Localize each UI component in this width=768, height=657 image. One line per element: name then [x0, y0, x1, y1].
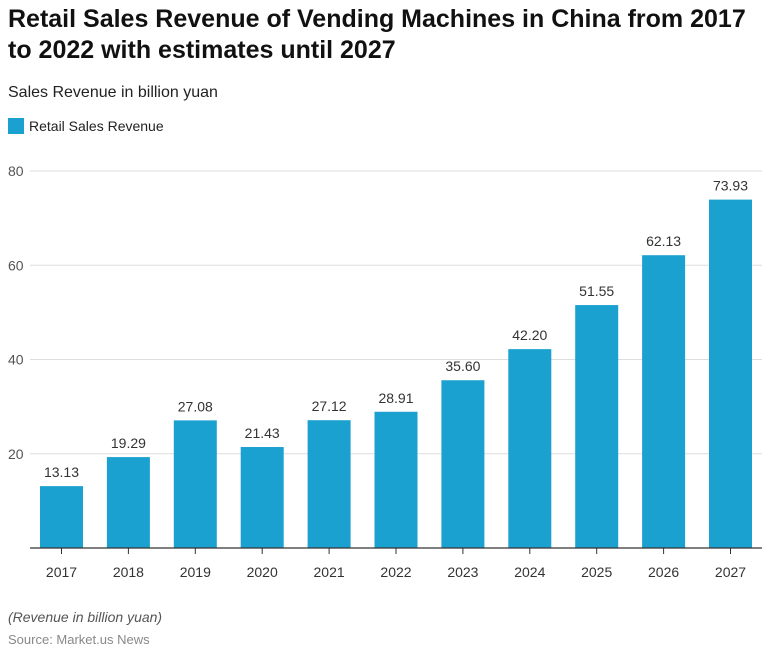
legend-label: Retail Sales Revenue — [29, 118, 164, 134]
bar — [240, 447, 284, 548]
y-tick-label: 20 — [8, 446, 24, 462]
chart-source: Source: Market.us News — [8, 632, 150, 647]
bar — [307, 420, 351, 548]
x-tick-label: 2017 — [46, 564, 77, 580]
data-label: 62.13 — [646, 233, 681, 249]
chart-title: Retail Sales Revenue of Vending Machines… — [8, 5, 746, 64]
x-tick-label: 2026 — [648, 564, 679, 580]
bar — [441, 380, 485, 548]
y-tick-label: 60 — [8, 257, 24, 273]
x-tick-label: 2025 — [581, 564, 612, 580]
data-label: 28.91 — [378, 390, 413, 406]
data-label: 19.29 — [111, 435, 146, 451]
chart-note: (Revenue in billion yuan) — [8, 609, 163, 625]
bar — [173, 420, 217, 548]
x-tick-label: 2024 — [514, 564, 545, 580]
bar — [642, 255, 686, 548]
bar — [508, 349, 552, 548]
y-tick-label: 40 — [8, 352, 24, 368]
bar — [575, 305, 619, 548]
data-label: 21.43 — [245, 425, 280, 441]
x-tick-label: 2023 — [447, 564, 478, 580]
y-tick-label: 80 — [8, 163, 24, 179]
x-tick-label: 2027 — [715, 564, 746, 580]
data-label: 42.20 — [512, 327, 547, 343]
data-label: 27.12 — [312, 398, 347, 414]
x-tick-label: 2021 — [314, 564, 345, 580]
data-label: 51.55 — [579, 283, 614, 299]
data-label: 27.08 — [178, 398, 213, 414]
data-label: 73.93 — [713, 178, 748, 194]
chart-subtitle: Sales Revenue in billion yuan — [8, 84, 218, 101]
x-tick-label: 2018 — [113, 564, 144, 580]
x-tick-label: 2020 — [247, 564, 278, 580]
bar — [106, 457, 150, 548]
legend: Retail Sales Revenue — [8, 118, 164, 134]
x-tick-label: 2022 — [380, 564, 411, 580]
bar-chart: 20 40 60 80 13.13 2017 19.29 2018 27.08 2019 21.43… — [8, 163, 762, 580]
bar — [374, 411, 418, 548]
bar — [40, 486, 83, 548]
x-tick-label: 2019 — [180, 564, 211, 580]
bar — [709, 199, 752, 549]
data-label: 35.60 — [445, 358, 480, 374]
legend-swatch — [8, 118, 24, 134]
data-label: 13.13 — [44, 464, 79, 480]
